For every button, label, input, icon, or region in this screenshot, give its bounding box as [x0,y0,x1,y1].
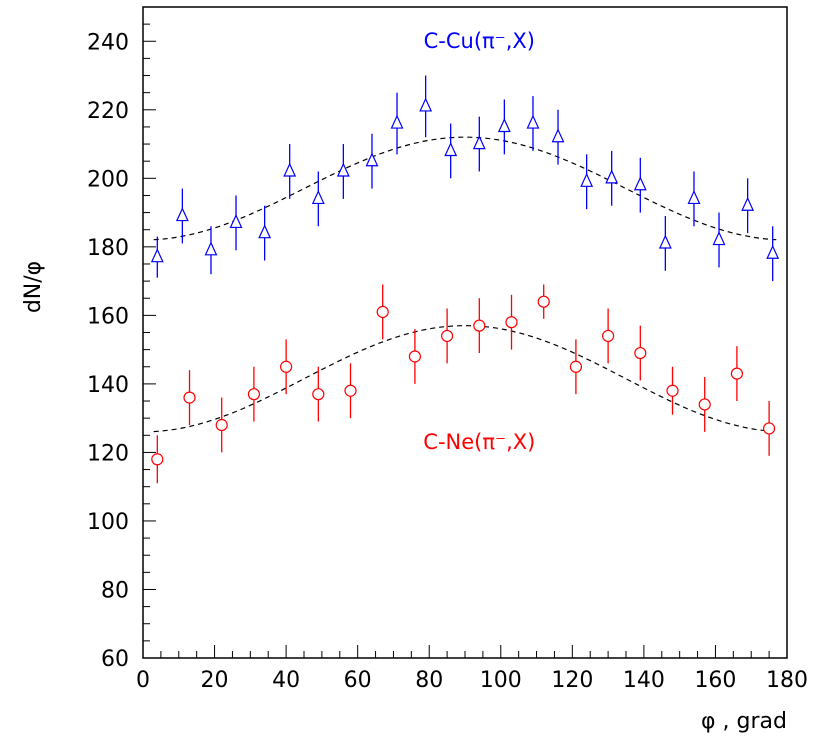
data-point-triangle [365,152,379,167]
data-point-circle [312,388,325,401]
y-tick-label: 220 [87,99,129,124]
data-point-circle [473,319,486,332]
data-point-triangle [526,114,540,129]
data-point-circle [569,360,583,373]
data-point-triangle [580,172,594,187]
y-tick-label: 80 [101,578,129,603]
x-tick-label: 60 [344,668,372,693]
data-point-triangle [658,234,672,249]
x-axis-title: φ , grad [701,709,787,734]
y-tick-label: 200 [87,167,129,192]
fit-curves [153,136,777,433]
data-point-triangle [444,142,458,157]
data-point-triangle [150,248,164,263]
y-axis-title: dN/φ [21,261,46,313]
data-point-triangle [497,118,511,133]
plot-frame [142,6,788,659]
data-point-circle [763,422,776,435]
y-tick-label: 60 [101,647,129,672]
data-point-circle [247,388,261,401]
data-point-triangle [472,135,486,150]
data-point-triangle [175,207,189,222]
data-point-triangle [633,176,647,191]
data-point-circle [344,384,357,397]
x-tick-label: 180 [766,668,808,693]
data-point-triangle [283,162,297,177]
x-tick-label: 40 [272,668,300,693]
data-point-circle [602,329,615,343]
data-point-triangle [712,231,726,246]
y-tick-label: 100 [87,510,129,535]
data-point-circle [698,398,711,411]
x-tick-label: 100 [480,668,522,693]
y-tick-label: 240 [87,30,129,55]
x-tick-label: 140 [623,668,665,693]
data-point-triangle [204,241,218,256]
data-point-triangle [605,169,619,184]
data-point-circle [151,453,164,466]
data-point-triangle [390,114,404,129]
data-series: C-Cu(π⁻,X) C-Ne(π⁻,X) [150,29,780,484]
y-tick-label: 180 [87,236,129,261]
fit-curve [153,136,777,241]
x-tick-label: 20 [201,668,229,693]
fit-curve [153,324,777,433]
y-tick-label: 120 [87,441,129,466]
data-point-circle [634,346,647,360]
data-point-circle [666,384,679,397]
data-point-circle [376,305,389,319]
data-point-circle [441,329,454,343]
x-axis-ticks: 0 20 40 60 80 100 120 140 160 180 [136,645,808,693]
data-point-circle [537,295,550,308]
y-tick-label: 160 [87,304,129,329]
data-point-triangle [741,196,755,211]
data-point-circle [408,350,422,363]
data-point-triangle [551,128,565,143]
data-point-triangle [258,224,272,239]
data-point-triangle [311,189,325,205]
data-point-triangle [766,244,780,259]
data-point-circle [183,391,196,404]
data-point-triangle [229,213,243,229]
data-point-circle [215,418,228,432]
data-point-circle [730,367,744,380]
x-tick-label: 120 [551,668,593,693]
data-point-circle [280,360,293,373]
x-tick-label: 80 [415,668,443,693]
x-tick-label: 160 [694,668,736,693]
x-tick-label: 0 [136,668,150,693]
series-label: C-Ne(π⁻,X) [423,430,535,454]
data-point-circle [505,316,518,329]
series-label: C-Cu(π⁻,X) [424,29,535,53]
y-tick-label: 140 [87,373,129,398]
data-point-triangle [336,162,350,177]
data-point-triangle [687,189,701,205]
data-point-triangle [419,97,433,112]
y-axis-ticks: 60 80 100 120 140 160 180 200 220 240 [87,6,156,672]
